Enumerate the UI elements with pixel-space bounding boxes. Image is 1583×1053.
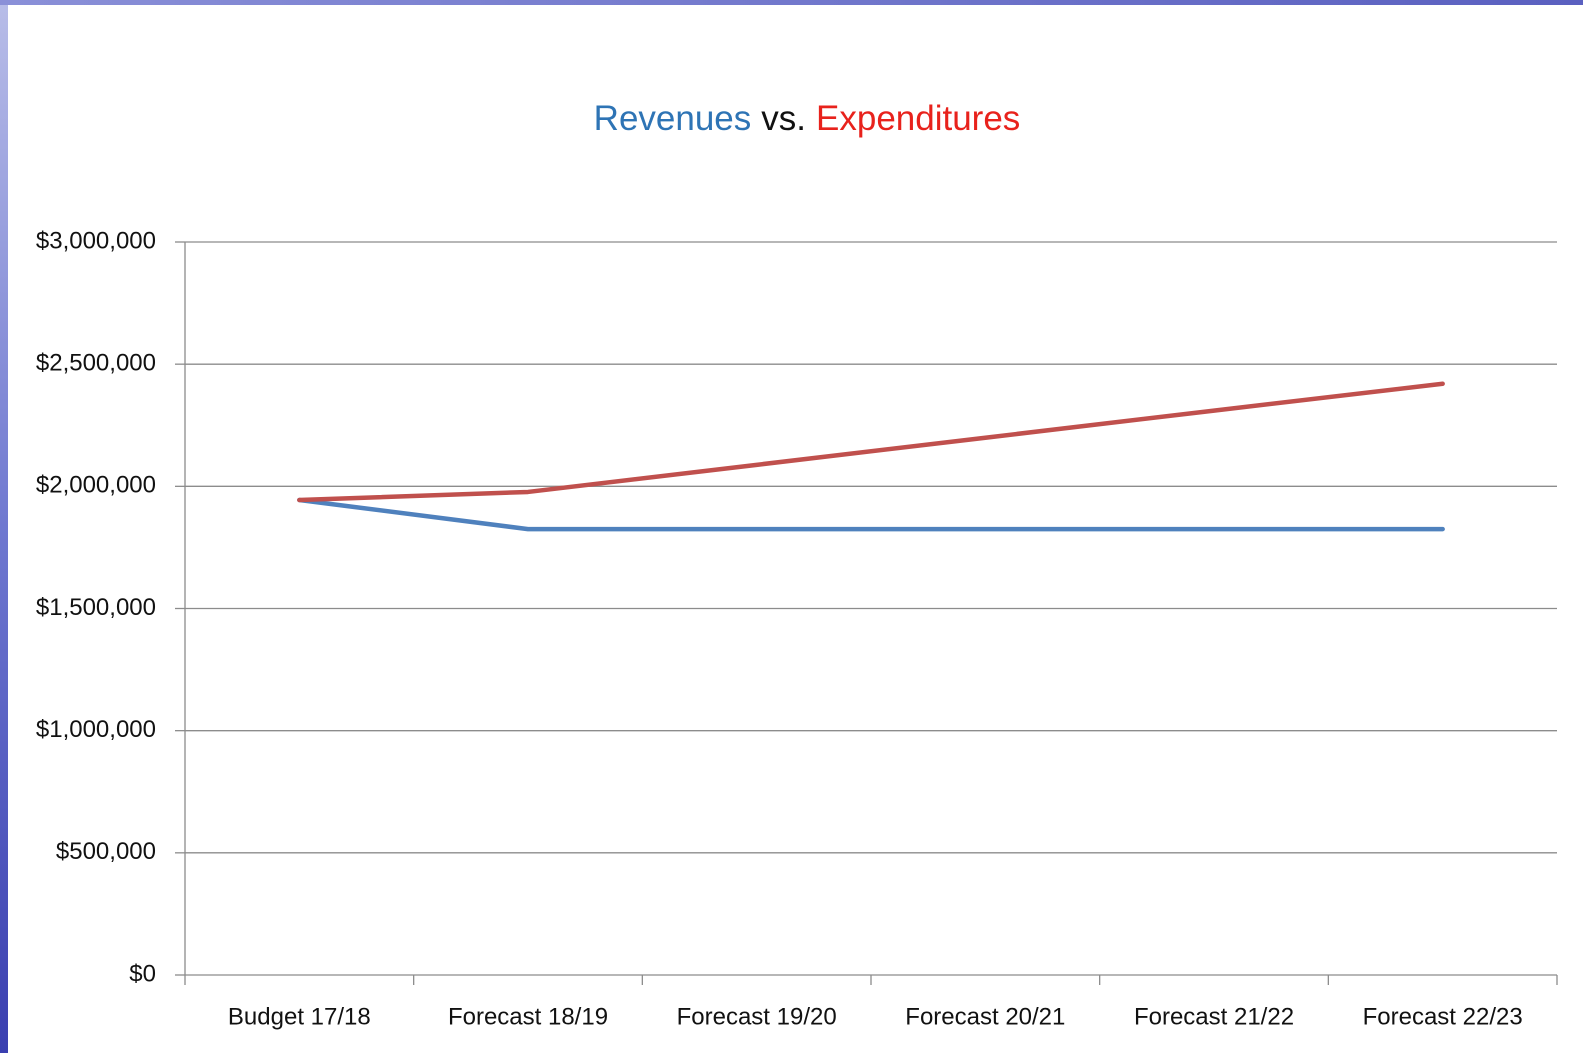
title-part: Expenditures — [816, 99, 1020, 138]
title-part: vs. — [761, 99, 806, 138]
y-tick-label: $2,500,000 — [36, 350, 156, 377]
y-tick-label: $2,000,000 — [36, 472, 156, 499]
y-tick-label: $500,000 — [56, 838, 156, 865]
x-tick-label: Forecast 19/20 — [677, 1003, 837, 1030]
y-tick-label: $1,500,000 — [36, 594, 156, 621]
chart-title: Revenues vs. Expenditures — [594, 99, 1021, 138]
x-tick-label: Forecast 22/23 — [1363, 1003, 1523, 1030]
series-line — [297, 497, 1445, 532]
y-tick-label: $3,000,000 — [36, 227, 156, 254]
y-tick-label: $0 — [129, 960, 156, 987]
x-tick-label: Budget 17/18 — [228, 1003, 371, 1030]
title-part: Revenues — [594, 99, 752, 138]
series-line — [297, 381, 1445, 503]
slide-border — [0, 0, 8, 1053]
x-tick-label: Forecast 18/19 — [448, 1003, 608, 1030]
x-tick-label: Forecast 20/21 — [905, 1003, 1065, 1030]
y-tick-label: $1,000,000 — [36, 716, 156, 743]
slide-border — [0, 0, 1583, 5]
x-tick-label: Forecast 21/22 — [1134, 1003, 1294, 1030]
